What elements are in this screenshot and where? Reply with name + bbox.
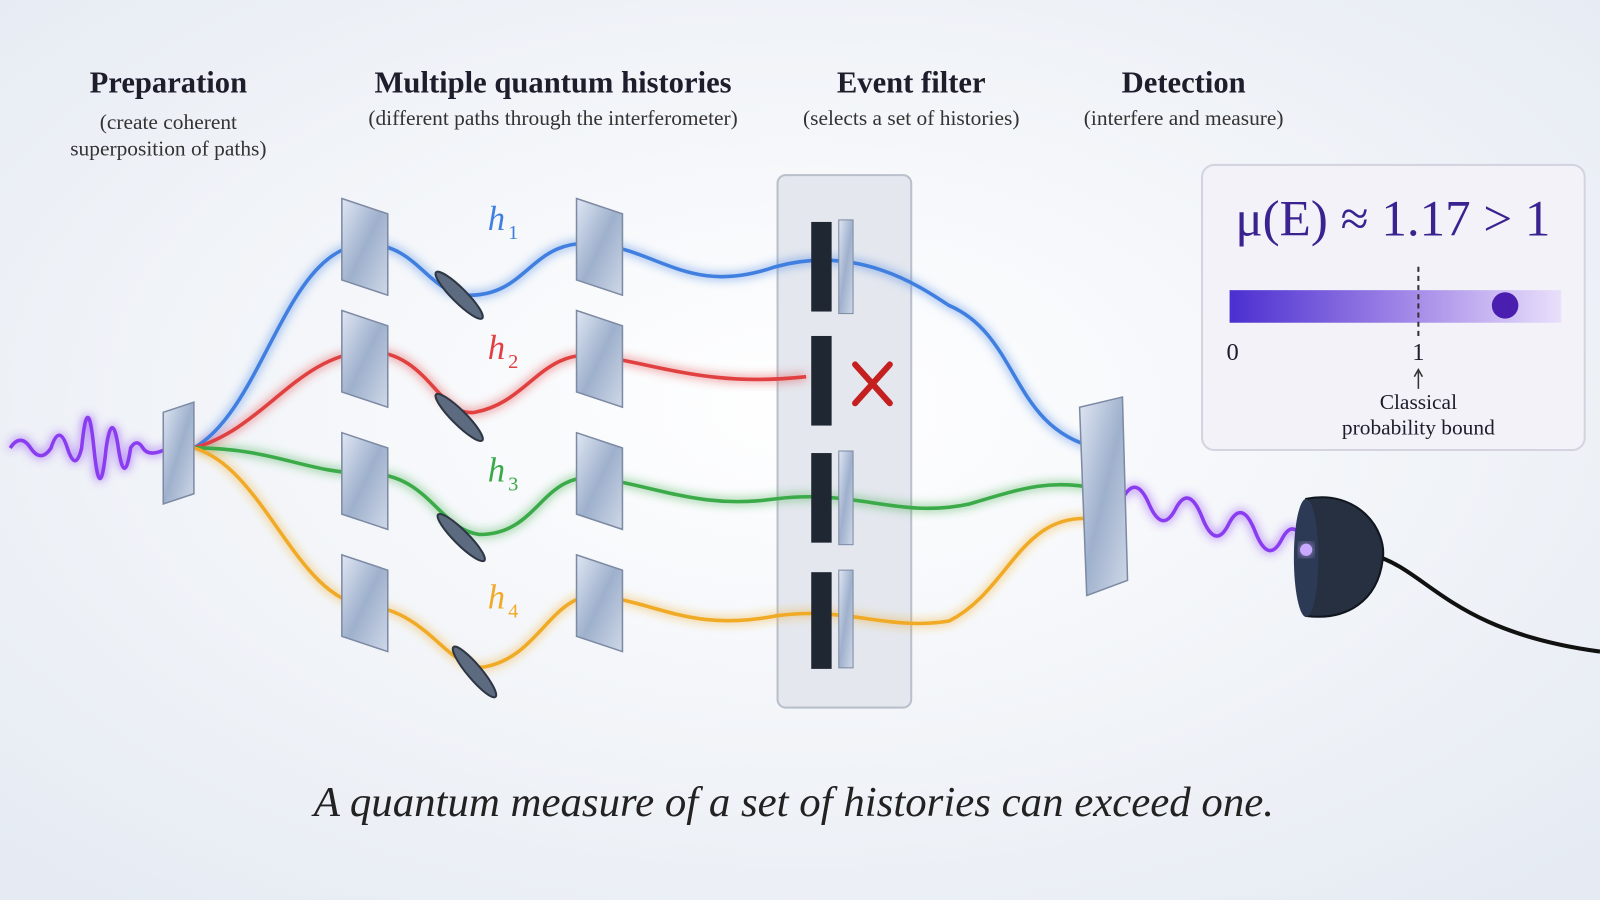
mirror xyxy=(436,512,486,563)
blocked-mark xyxy=(852,361,893,407)
filter-plate xyxy=(838,219,854,315)
history-symbol: h xyxy=(488,451,505,489)
measure-dot xyxy=(1491,292,1519,319)
beam-splitter xyxy=(162,401,195,506)
history-symbol: h xyxy=(488,329,505,367)
splitter xyxy=(575,309,624,409)
stage-title: Event filter xyxy=(837,66,986,100)
output-wave xyxy=(1120,485,1308,553)
measure-panel: μ(E) ≈ 1.17 > 1 0 1 Classical probabilit… xyxy=(1201,163,1586,452)
splitter xyxy=(341,431,389,531)
bound-note: Classical xyxy=(1380,390,1457,414)
history-index: 1 xyxy=(508,222,518,244)
stage-subtitle: (interfere and measure) xyxy=(1084,106,1284,130)
input-wave xyxy=(8,415,170,481)
detector-face xyxy=(1293,498,1319,617)
stage-subtitle: superposition of paths) xyxy=(70,137,266,161)
mirror xyxy=(434,270,484,320)
bound-note: probability bound xyxy=(1342,416,1495,440)
stage-subtitle: (selects a set of histories) xyxy=(803,106,1019,130)
arrow xyxy=(1413,368,1424,389)
mirror xyxy=(451,645,498,699)
splitter xyxy=(575,431,624,531)
detector-body xyxy=(1305,496,1385,618)
history-index: 4 xyxy=(508,601,518,623)
stage-title: Preparation xyxy=(90,66,248,100)
mirrors xyxy=(434,270,498,699)
splitter xyxy=(341,553,389,653)
stage-headings: Preparation (create coherent superpositi… xyxy=(70,66,1283,161)
scale-label: 0 xyxy=(1227,339,1239,366)
splitter xyxy=(341,197,389,297)
splitter xyxy=(341,309,389,409)
stage-title: Detection xyxy=(1122,66,1246,100)
path-h2 xyxy=(193,349,807,450)
cable xyxy=(1371,552,1600,654)
filter-plate xyxy=(811,572,832,669)
detector-light xyxy=(1300,543,1313,556)
history-symbol: h xyxy=(488,579,505,617)
splitter xyxy=(575,553,624,653)
combiner xyxy=(1078,396,1129,597)
splitter xyxy=(575,197,624,297)
stage-subtitle: (create coherent xyxy=(100,110,237,134)
filter-plate xyxy=(811,453,832,543)
filters xyxy=(811,219,893,669)
scale-label: 1 xyxy=(1412,339,1424,366)
stage-subtitle: (different paths through the interferome… xyxy=(368,106,737,130)
history-index: 2 xyxy=(508,351,518,373)
optics xyxy=(162,197,1129,653)
detector xyxy=(1293,496,1600,654)
history-index: 3 xyxy=(508,473,518,495)
filter-plate xyxy=(811,221,832,312)
history-symbol: h xyxy=(488,200,505,238)
measure-formula: μ(E) ≈ 1.17 > 1 xyxy=(1235,192,1550,248)
filter-plate xyxy=(811,335,832,426)
filter-box xyxy=(776,174,913,709)
mirror xyxy=(434,392,484,443)
history-labels: h 1 h 2 h 3 h 4 xyxy=(488,200,519,623)
caption: A quantum measure of a set of histories … xyxy=(311,779,1274,826)
filter-plate xyxy=(838,569,854,669)
stage-title: Multiple quantum histories xyxy=(375,66,732,100)
filter-plate xyxy=(838,450,854,546)
